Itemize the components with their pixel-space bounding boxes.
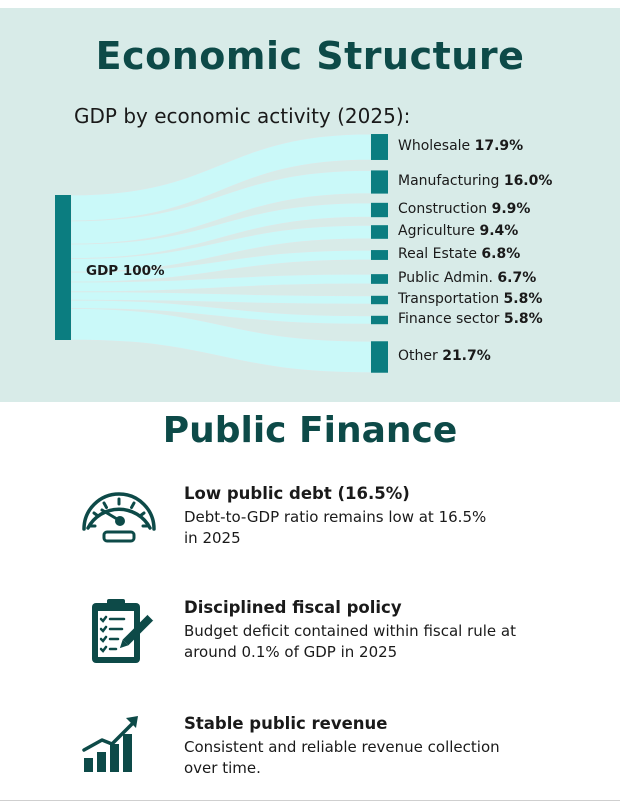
category-name: Manufacturing: [398, 173, 504, 189]
flow-other: [70, 308, 372, 374]
category-name: Transportation: [398, 291, 504, 307]
category-value: 5.8%: [503, 291, 543, 307]
category-label: Real Estate 6.8%: [398, 246, 520, 262]
gauge-icon: [72, 484, 162, 564]
fiscal-policy-desc-line2: around 0.1% of GDP in 2025: [184, 643, 398, 661]
category-value: 16.0%: [503, 173, 553, 189]
category-name: Public Admin.: [398, 270, 498, 286]
public-revenue-heading: Stable public revenue: [184, 714, 388, 733]
category-value: 17.9%: [474, 138, 524, 154]
category-name: Wholesale: [398, 138, 475, 154]
public-debt-desc-line2: in 2025: [184, 529, 241, 547]
category-name: Finance sector: [398, 311, 504, 327]
node-wholesale: [371, 134, 388, 160]
category-name: Other: [398, 348, 443, 364]
category-label: Finance sector 5.8%: [398, 311, 543, 327]
category-label: Other 21.7%: [398, 348, 491, 364]
category-label: Agriculture 9.4%: [398, 223, 518, 239]
economic-structure-title: Economic Structure: [95, 34, 525, 78]
gdp-source-node: [55, 195, 71, 340]
clipboard-checklist-icon: [72, 598, 162, 678]
public-debt-desc-line1: Debt-to-GDP ratio remains low at 16.5%: [184, 508, 487, 526]
fiscal-policy-item: Disciplined fiscal policy Budget deficit…: [72, 598, 552, 678]
node-construction: [371, 202, 388, 218]
bottom-divider: [0, 800, 620, 801]
category-value: 6.8%: [481, 246, 521, 262]
node-other: [371, 341, 388, 373]
public-revenue-item: Stable public revenue Consistent and rel…: [72, 714, 552, 794]
public-debt-heading: Low public debt (16.5%): [184, 484, 410, 503]
public-debt-item: Low public debt (16.5%) Debt-to-GDP rati…: [72, 484, 552, 564]
category-label: Manufacturing 16.0%: [398, 173, 552, 189]
gdp-source-label: GDP 100%: [86, 263, 165, 279]
node-transportation: [371, 295, 388, 305]
public-finance-title: Public Finance: [162, 410, 458, 451]
gdp-sankey-chart: [55, 133, 388, 374]
sankey-subtitle: GDP by economic activity (2025):: [74, 104, 411, 128]
node-public-admin-: [371, 274, 388, 284]
node-finance-sector: [371, 315, 388, 325]
category-value: 21.7%: [442, 348, 491, 364]
public-revenue-desc-line1: Consistent and reliable revenue collecti…: [184, 738, 500, 756]
category-label: Public Admin. 6.7%: [398, 270, 536, 286]
flow-construction: [70, 202, 372, 259]
category-label: Wholesale 17.9%: [398, 138, 523, 154]
category-label: Construction 9.9%: [398, 201, 530, 217]
fiscal-policy-heading: Disciplined fiscal policy: [184, 598, 402, 617]
category-label: Transportation 5.8%: [398, 291, 542, 307]
fiscal-policy-desc-line1: Budget deficit contained within fiscal r…: [184, 622, 516, 640]
flow-manufacturing: [70, 169, 372, 245]
category-value: 6.7%: [497, 270, 537, 286]
growth-chart-icon: [72, 714, 162, 794]
category-value: 9.4%: [479, 223, 519, 239]
node-manufacturing: [371, 170, 388, 194]
category-name: Agriculture: [398, 223, 480, 239]
node-agriculture: [371, 225, 388, 239]
category-value: 5.8%: [503, 311, 543, 327]
flow-public-admin-: [70, 273, 372, 293]
category-name: Construction: [398, 201, 492, 217]
category-name: Real Estate: [398, 246, 482, 262]
category-value: 9.9%: [491, 201, 531, 217]
node-real-estate: [371, 250, 388, 260]
public-revenue-desc-line2: over time.: [184, 759, 261, 777]
